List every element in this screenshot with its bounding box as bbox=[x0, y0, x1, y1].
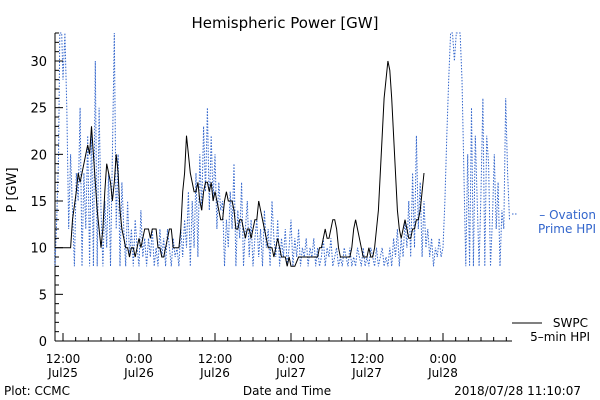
y-axis-label: P [GW] bbox=[5, 167, 20, 212]
legend-ovation-label-line1: – Ovation bbox=[539, 208, 596, 222]
y-tick-label: 10 bbox=[30, 242, 47, 257]
x-tick-label-time: 12:00 bbox=[46, 352, 81, 366]
y-tick-label: 15 bbox=[30, 195, 47, 210]
x-tick-label-date: Jul26 bbox=[199, 366, 230, 380]
plot-frame-group bbox=[54, 33, 512, 342]
footer-plot-credit: Plot: CCMC bbox=[4, 384, 70, 398]
x-tick-label-time: 0:00 bbox=[126, 352, 153, 366]
y-tick-label: 5 bbox=[39, 288, 47, 303]
x-tick-label-date: Jul26 bbox=[123, 366, 154, 380]
footer-timestamp: 2018/07/28 11:10:07 bbox=[454, 384, 581, 398]
x-tick-label-time: 12:00 bbox=[198, 352, 233, 366]
x-tick-label-time: 12:00 bbox=[350, 352, 385, 366]
series-group bbox=[54, 32, 510, 267]
chart-title: Hemispheric Power [GW] bbox=[192, 14, 379, 32]
x-tick-label-time: 0:00 bbox=[278, 352, 305, 366]
x-tick-label-date: Jul27 bbox=[351, 366, 382, 380]
x-axis-label: Date and Time bbox=[243, 384, 331, 398]
tick-group: 05101520253012:00Jul250:00Jul2612:00Jul2… bbox=[30, 32, 507, 380]
x-tick-label-date: Jul27 bbox=[275, 366, 306, 380]
legend-swpc-label-line1: SWPC bbox=[553, 316, 588, 330]
x-tick-label-date: Jul25 bbox=[47, 366, 78, 380]
x-tick-label-date: Jul28 bbox=[427, 366, 458, 380]
y-tick-label: 30 bbox=[30, 55, 47, 70]
y-tick-label: 20 bbox=[30, 148, 47, 163]
legend-swpc-label-line2: 5–min HPI bbox=[530, 330, 590, 344]
y-tick-label: 0 bbox=[39, 335, 47, 350]
y-tick-label: 25 bbox=[30, 102, 47, 117]
swpc-series-line bbox=[54, 60, 425, 267]
x-tick-label-time: 0:00 bbox=[430, 352, 457, 366]
legend-ovation-label-line2: Prime HPI bbox=[538, 222, 596, 236]
